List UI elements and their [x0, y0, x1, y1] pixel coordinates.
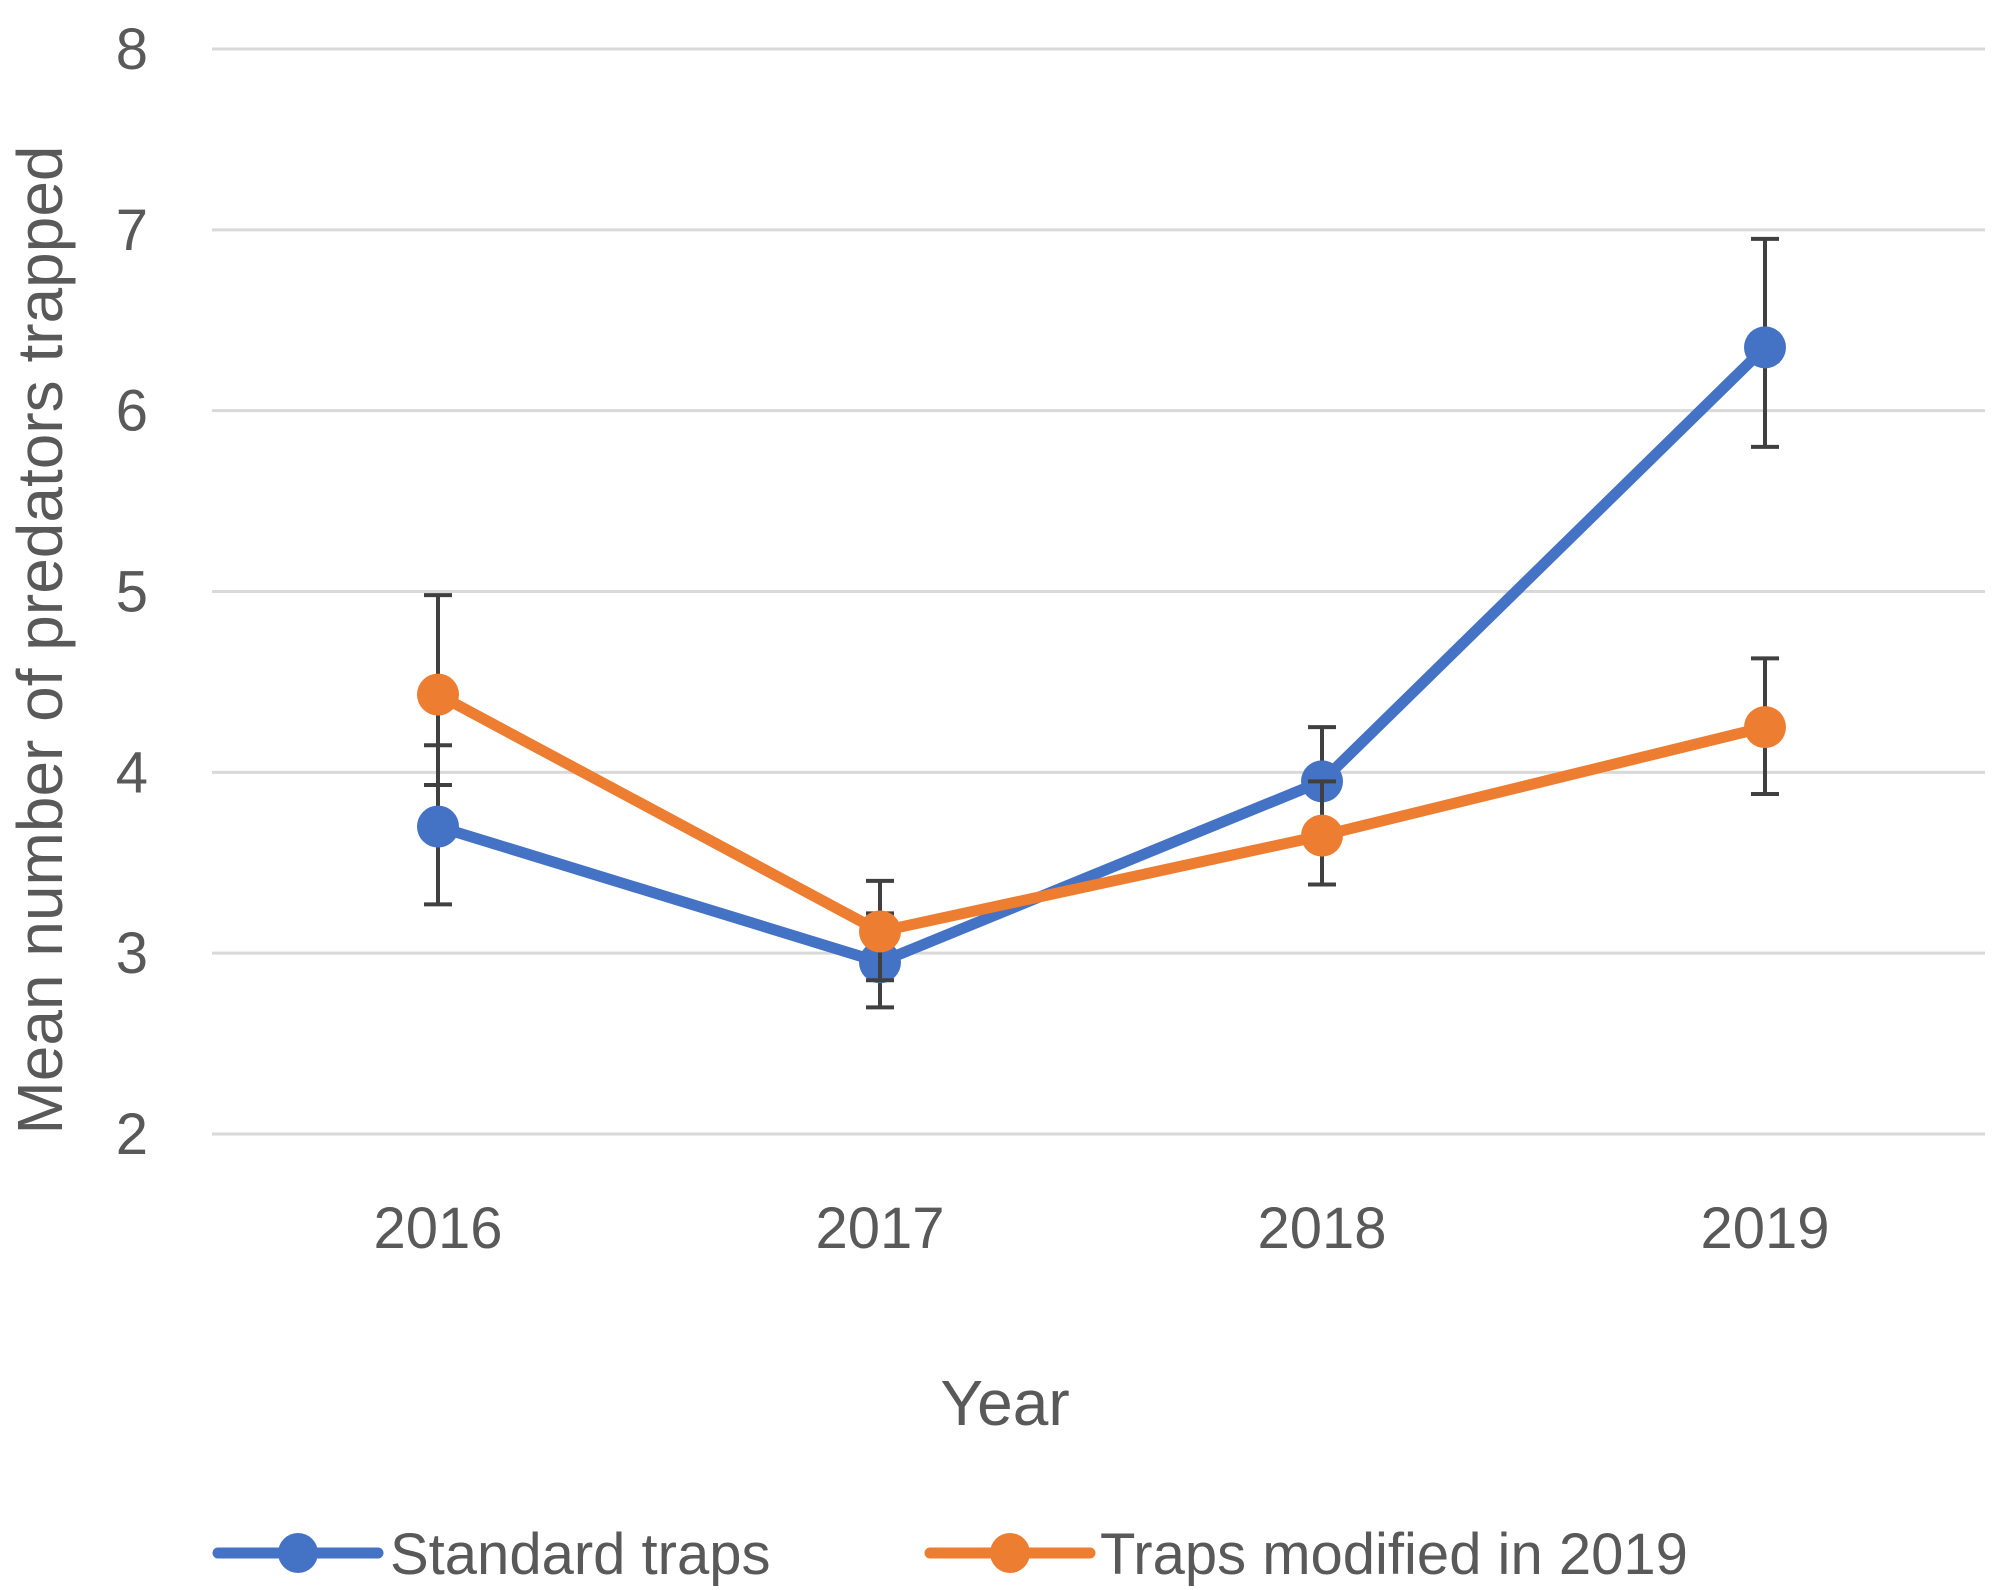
- legend-swatch-marker: [990, 1533, 1030, 1573]
- x-axis-ticks: 2016 2017 2018 2019: [373, 1196, 1829, 1261]
- legend-label: Standard traps: [390, 1522, 770, 1587]
- x-tick-label: 2018: [1257, 1196, 1386, 1261]
- series-line: [432, 341, 1771, 968]
- y-tick-label: 3: [116, 921, 148, 986]
- data-point: [1301, 814, 1343, 857]
- data-point: [417, 805, 459, 848]
- y-tick-label: 5: [116, 560, 148, 625]
- legend-item-standard-traps: Standard traps: [212, 1522, 770, 1587]
- gridlines: [212, 47, 1985, 1136]
- legend-label: Traps modified in 2019: [1100, 1522, 1688, 1587]
- series-traps-modified-2019: [417, 593, 1786, 983]
- legend-item-traps-modified-2019: Traps modified in 2019: [924, 1522, 1688, 1587]
- y-tick-label: 6: [116, 379, 148, 444]
- y-axis-title: Mean number of predators trapped: [4, 145, 76, 1134]
- data-point: [859, 910, 901, 953]
- y-tick-label: 4: [116, 740, 148, 805]
- y-axis-ticks: 2 3 4 5 6 7 8: [116, 17, 148, 1167]
- x-tick-label: 2019: [1700, 1196, 1829, 1261]
- legend-swatch-marker: [278, 1533, 318, 1573]
- x-tick-label: 2016: [373, 1196, 502, 1261]
- series-standard-traps: [417, 236, 1786, 1010]
- y-tick-label: 8: [116, 17, 148, 82]
- legend: Standard traps Traps modified in 2019: [212, 1522, 1688, 1587]
- x-axis-title: Year: [940, 1367, 1069, 1439]
- data-point: [1744, 326, 1786, 369]
- y-tick-label: 7: [116, 198, 148, 263]
- x-tick-label: 2017: [815, 1196, 944, 1261]
- data-point: [1744, 706, 1786, 749]
- data-point: [417, 673, 459, 716]
- y-tick-label: 2: [116, 1102, 148, 1167]
- series-group: [417, 236, 1786, 1010]
- series-line: [432, 689, 1771, 937]
